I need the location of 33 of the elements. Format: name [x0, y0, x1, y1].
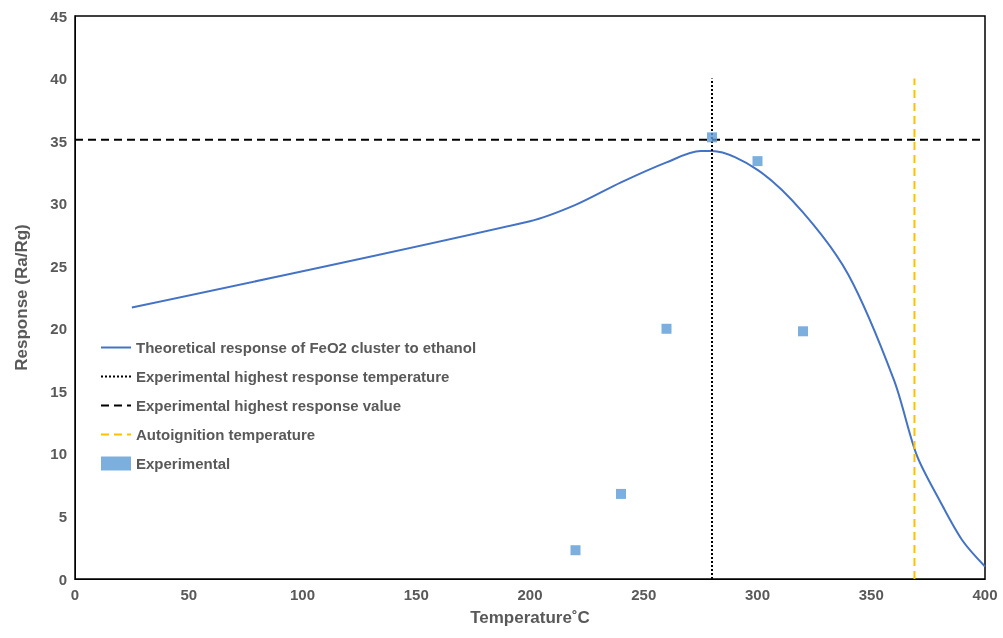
legend-label: Experimental highest response value: [136, 397, 402, 414]
legend-label: Experimental: [136, 455, 231, 472]
y-tick-label: 40: [50, 70, 67, 88]
point: [707, 132, 717, 143]
point: [570, 545, 581, 556]
x-tick-label: 50: [180, 586, 198, 603]
x-tick-label: 100: [289, 586, 316, 603]
y-axis-title: Response (Ra/Rg): [12, 224, 31, 371]
y-tick-label: 20: [50, 320, 67, 338]
point: [661, 323, 672, 334]
y-tick-label: 5: [58, 507, 67, 525]
x-axis-title: Temperature˚C: [470, 608, 590, 627]
x-tick-label: 350: [858, 586, 884, 603]
x-tick-label: 300: [744, 586, 771, 603]
y-tick-label: 0: [58, 570, 67, 588]
point: [752, 156, 763, 167]
legend-label: Experimental highest response temperature: [136, 368, 450, 385]
y-tick-label: 25: [50, 257, 67, 275]
legend-label: Autoignition temperature: [136, 426, 316, 443]
y-tick-label: 30: [50, 195, 67, 213]
y-tick-label: 10: [50, 445, 67, 463]
point: [616, 488, 626, 499]
x-tick-label: 400: [972, 586, 998, 603]
legend-label: Theoretical response of FeO2 cluster to ethanol: [136, 339, 477, 356]
x-tick-label: 150: [403, 586, 429, 603]
y-tick-label: 15: [50, 382, 67, 400]
x-tick-label: 0: [70, 586, 80, 603]
x-tick-label: 250: [631, 586, 657, 603]
y-tick-label: 35: [50, 132, 67, 150]
y-tick-label: 45: [50, 7, 67, 25]
x-tick-label: 200: [517, 586, 543, 603]
point: [798, 326, 808, 337]
line-series: [130, 150, 986, 568]
